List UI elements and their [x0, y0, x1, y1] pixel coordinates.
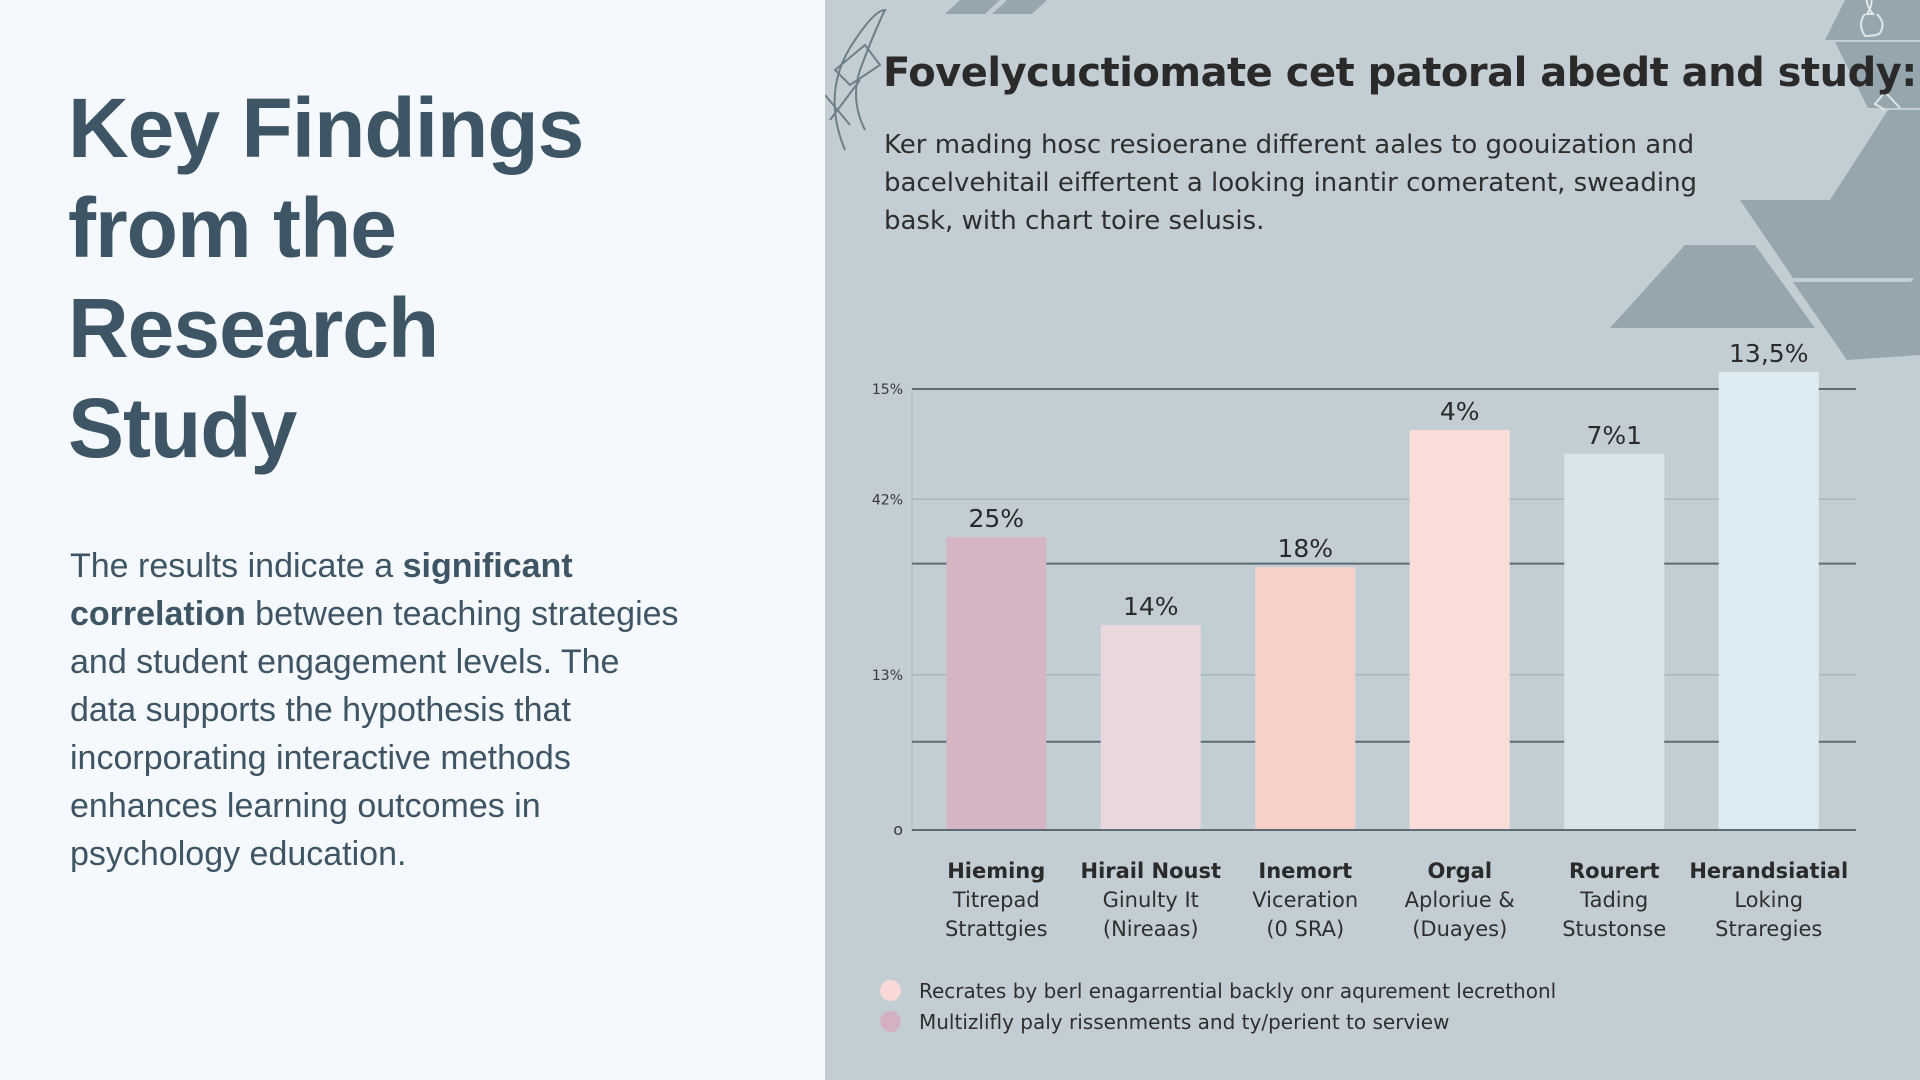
- deco-parallelogram: [992, 0, 1047, 14]
- bar-value-label: 14%: [1123, 592, 1179, 621]
- x-category-label: Hieming: [947, 859, 1045, 883]
- title-line: from the: [68, 181, 397, 275]
- deco-triangle: [1830, 110, 1920, 200]
- botanical-sketch-icon: [825, 8, 887, 151]
- left-panel: Key Findings from the Research Study The…: [0, 0, 825, 1080]
- subtitle-line: bask, with chart toire selusis.: [884, 206, 1265, 236]
- body-intro: The results indicate a: [70, 547, 403, 585]
- x-category-label: Hirail Noust: [1081, 859, 1222, 883]
- bar: [1255, 567, 1356, 830]
- deco-triangle: [1825, 0, 1920, 40]
- x-category-label: Viceration: [1252, 888, 1358, 912]
- decorative-shapes: [825, 0, 1920, 360]
- page-title: Key Findings from the Research Study: [68, 78, 768, 478]
- x-category-label: Inemort: [1258, 859, 1352, 883]
- bar: [1564, 453, 1665, 830]
- x-category-label: Stustonse: [1562, 917, 1666, 941]
- deco-trapezoid: [1740, 200, 1920, 278]
- deco-triangle: [1835, 42, 1920, 108]
- subtitle-line: bacelvehitail eiffertent a looking inant…: [884, 168, 1698, 198]
- bar-value-label: 25%: [968, 504, 1024, 533]
- deco-parallelogram: [945, 0, 1000, 14]
- bar-value-label: 18%: [1277, 534, 1333, 563]
- y-tick-label: 13%: [872, 668, 903, 684]
- chart-title: Fovelycuctiomate cet patoral abedt and s…: [883, 50, 1917, 96]
- legend-label: Multizlifly paly rissenments and ty/peri…: [919, 1009, 1450, 1034]
- x-category-label: (Duayes): [1412, 917, 1507, 941]
- legend-item: Multizlifly paly rissenments and ty/peri…: [880, 1006, 1680, 1037]
- x-category-label: Herandsiatial: [1689, 859, 1848, 883]
- bar: [1409, 430, 1510, 830]
- legend-swatch: [880, 980, 901, 1001]
- x-category-label: Strattgies: [945, 917, 1048, 941]
- bar: [946, 537, 1047, 830]
- y-tick-label: 42%: [872, 492, 903, 508]
- chart-legend: Recrates by berl enagarrential backly on…: [880, 975, 1680, 1037]
- bar: [1718, 371, 1819, 830]
- x-category-label: Orgal: [1427, 859, 1492, 883]
- x-category-label: Loking: [1734, 888, 1803, 912]
- x-category-label: Aploriue &: [1405, 888, 1515, 912]
- x-category-label: Rourert: [1569, 859, 1660, 883]
- body-rest: between teaching strategies and student …: [70, 595, 679, 873]
- deco-trapezoid: [1610, 245, 1815, 328]
- x-category-label: (Nireaas): [1103, 917, 1199, 941]
- deco-triangle: [1855, 270, 1920, 355]
- x-category-label: Straregies: [1715, 917, 1822, 941]
- bar-value-label: 7%1: [1586, 421, 1642, 450]
- legend-swatch: [880, 1011, 901, 1032]
- chart-subtitle: Ker mading hosc resioerane different aal…: [884, 126, 1704, 240]
- x-category-label: Titrepad: [952, 888, 1040, 912]
- subtitle-line: Ker mading hosc resioerane different aal…: [884, 130, 1695, 160]
- x-category-label: Tading: [1579, 888, 1648, 912]
- title-line: Study: [68, 381, 297, 475]
- chart-panel: Fovelycuctiomate cet patoral abedt and s…: [825, 0, 1920, 1080]
- findings-paragraph: The results indicate a significant corre…: [70, 542, 690, 878]
- title-line: Research: [68, 281, 439, 375]
- body-emphasis: significant correlation: [70, 547, 573, 633]
- x-category-label: (0 SRA): [1266, 917, 1344, 941]
- bar-value-label: 13,5%: [1729, 339, 1808, 368]
- lightbulb-icon: [1860, 0, 1884, 38]
- x-category-label: Ginulty It: [1103, 888, 1199, 912]
- legend-label: Recrates by berl enagarrential backly on…: [919, 978, 1557, 1003]
- bar-value-label: 4%: [1440, 397, 1480, 426]
- legend-item: Recrates by berl enagarrential backly on…: [880, 975, 1680, 1006]
- y-tick-label: 15%: [872, 382, 903, 398]
- bar: [1100, 624, 1201, 830]
- bar-chart: 15% 42% 13% o 25% Hieming Titrepad Strattgies 14…: [872, 339, 1856, 941]
- y-tick-label: o: [893, 820, 903, 839]
- title-line: Key Findings: [68, 81, 584, 175]
- deco-outline: [1873, 90, 1901, 111]
